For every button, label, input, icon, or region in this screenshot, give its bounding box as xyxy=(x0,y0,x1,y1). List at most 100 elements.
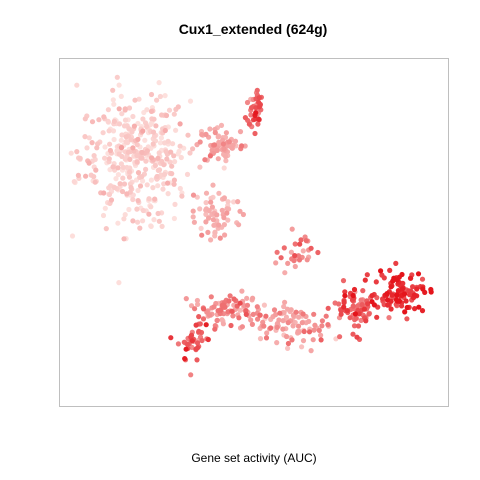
scatter-point xyxy=(151,133,158,139)
scatter-point xyxy=(118,145,125,151)
scatter-point xyxy=(199,232,205,238)
scatter-point xyxy=(140,128,146,134)
scatter-point xyxy=(135,136,141,142)
scatter-point xyxy=(156,80,162,86)
scatter-point xyxy=(190,146,196,152)
scatter-point xyxy=(159,223,165,229)
scatter-point xyxy=(209,204,215,210)
scatter-point xyxy=(100,130,106,136)
scatter-point xyxy=(350,292,356,299)
scatter-point xyxy=(175,104,181,110)
scatter-point xyxy=(221,222,227,228)
scatter-point xyxy=(393,260,399,266)
scatter-point xyxy=(374,314,380,320)
scatter-point xyxy=(84,145,90,151)
scatter-point xyxy=(150,129,157,135)
scatter-point xyxy=(203,322,209,328)
scatter-point xyxy=(256,104,262,110)
scatter-point xyxy=(399,271,405,278)
scatter-point xyxy=(110,164,116,170)
scatter-point xyxy=(419,276,426,282)
scatter-point xyxy=(82,116,88,122)
scatter-point xyxy=(110,87,116,93)
scatter-point xyxy=(74,149,80,155)
scatter-point xyxy=(206,312,213,318)
scatter-point xyxy=(288,249,294,255)
scatter-point xyxy=(404,304,410,311)
scatter-point xyxy=(168,149,174,155)
scatter-point xyxy=(226,139,232,145)
scatter-point xyxy=(360,288,366,294)
scatter-point xyxy=(206,215,212,221)
scatter-point xyxy=(130,218,136,224)
scatter-point xyxy=(143,166,149,172)
scatter-point xyxy=(212,130,218,136)
scatter-point xyxy=(92,179,98,185)
scatter-point xyxy=(203,131,209,137)
scatter-point xyxy=(127,169,133,175)
scatter-point xyxy=(100,212,107,219)
scatter-point xyxy=(299,320,305,326)
scatter-point xyxy=(203,200,209,206)
scatter-point xyxy=(179,193,185,199)
scatter-point xyxy=(148,177,154,183)
scatter-point xyxy=(201,306,207,312)
scatter-point xyxy=(108,197,115,203)
scatter-point xyxy=(369,299,375,305)
scatter-point xyxy=(216,190,222,196)
scatter-point xyxy=(89,140,95,146)
scatter-point xyxy=(126,206,132,213)
scatter-point xyxy=(228,322,234,329)
scatter-point xyxy=(354,334,360,340)
scatter-point xyxy=(82,134,88,140)
scatter-point xyxy=(139,149,145,155)
scatter-point xyxy=(406,292,413,298)
scatter-point xyxy=(189,338,195,344)
scatter-point xyxy=(197,206,203,212)
scatter-point xyxy=(239,288,245,294)
scatter-point xyxy=(219,207,225,213)
scatter-point xyxy=(127,165,133,171)
scatter-point xyxy=(200,316,207,322)
scatter-point xyxy=(190,208,196,214)
scatter-point xyxy=(140,178,146,184)
scatter-point xyxy=(341,304,347,310)
scatter-point xyxy=(102,205,108,211)
scatter-point xyxy=(388,306,394,312)
scatter-point xyxy=(215,156,221,162)
scatter-point xyxy=(410,284,416,290)
scatter-point xyxy=(428,289,434,295)
scatter-point xyxy=(350,303,356,309)
scatter-point xyxy=(152,162,158,169)
scatter-point xyxy=(162,171,168,177)
scatter-point xyxy=(151,116,157,122)
scatter-point xyxy=(261,302,267,308)
scatter-point xyxy=(263,313,269,319)
scatter-point xyxy=(91,174,97,180)
scatter-point xyxy=(256,99,262,105)
scatter-point xyxy=(387,267,393,273)
scatter-point xyxy=(223,158,229,164)
scatter-point xyxy=(249,105,255,111)
scatter-point xyxy=(283,314,289,320)
scatter-point xyxy=(264,330,270,336)
scatter-point xyxy=(122,117,129,123)
scatter-point xyxy=(142,137,148,143)
scatter-point xyxy=(148,121,154,128)
scatter-point xyxy=(137,225,143,231)
scatter-point xyxy=(144,107,150,113)
scatter-point xyxy=(183,346,189,352)
scatter-point xyxy=(77,155,83,161)
scatter-point xyxy=(402,291,408,297)
scatter-point xyxy=(395,288,401,294)
scatter-point xyxy=(106,156,112,162)
scatter-point xyxy=(411,292,417,298)
scatter-point xyxy=(108,183,114,189)
scatter-point xyxy=(122,212,128,218)
scatter-point xyxy=(127,156,133,162)
scatter-point xyxy=(242,115,248,121)
scatter-point xyxy=(171,177,177,183)
scatter-point xyxy=(285,320,291,326)
scatter-point xyxy=(318,337,324,343)
scatter-point xyxy=(137,183,144,189)
